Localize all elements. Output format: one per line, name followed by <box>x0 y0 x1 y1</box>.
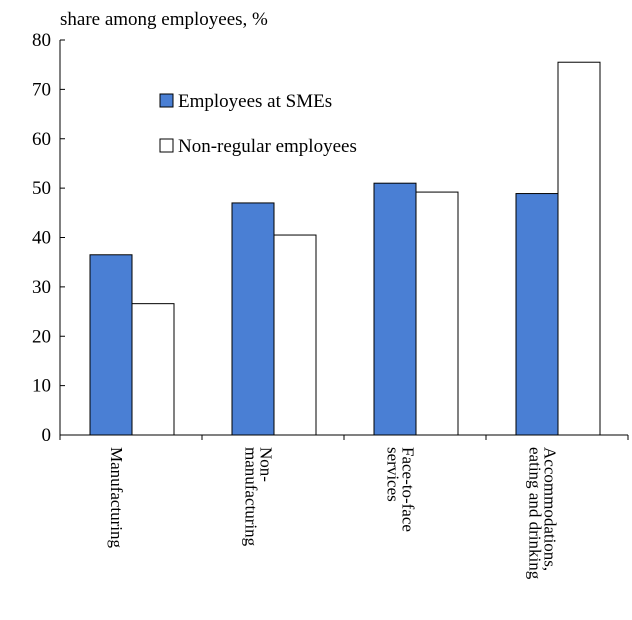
y-tick-label: 10 <box>32 376 51 397</box>
legend-label-0: Employees at SMEs <box>178 91 332 112</box>
bar-non-regular-2 <box>415 191 459 436</box>
bar-non-regular-0 <box>131 303 175 436</box>
y-tick-label: 40 <box>32 228 51 249</box>
bar-non-regular-3 <box>557 61 601 436</box>
legend-swatch-1 <box>159 138 174 153</box>
x-labels-group: Manufacturing Non-manufacturing Face-to-fa… <box>107 447 560 580</box>
y-tick-label: 0 <box>42 425 52 446</box>
x-category-label-1: Non- <box>257 447 276 482</box>
x-category-label-2: Face-to-face <box>399 447 418 532</box>
y-tick-label: 30 <box>32 277 51 298</box>
legend-label-1: Non-regular employees <box>178 136 357 157</box>
x-category-label-0: Manufacturing <box>107 447 126 549</box>
bar-smes-1 <box>231 202 275 436</box>
bar-smes-0 <box>89 254 133 436</box>
y-tick-label: 20 <box>32 326 51 347</box>
legend-swatch-0 <box>159 93 174 108</box>
y-tick-label: 80 <box>32 30 51 51</box>
x-category-label-3: eating and drinking <box>526 447 545 580</box>
bar-smes-3 <box>515 193 559 436</box>
x-category-label-1: manufacturing <box>242 447 261 547</box>
bars-group <box>89 61 601 436</box>
legend: Employees at SMEs Non-regular employees <box>159 91 357 157</box>
y-axis-unit-label: share among employees, % <box>60 9 268 30</box>
bar-non-regular-1 <box>273 234 317 436</box>
y-tick-label: 70 <box>32 79 51 100</box>
y-tick-label: 60 <box>32 129 51 150</box>
bar-smes-2 <box>373 182 417 436</box>
x-category-label-3: Accommodations, <box>541 447 560 571</box>
y-ticks-group: 0 10 20 30 40 50 60 70 80 <box>32 30 65 446</box>
y-tick-label: 50 <box>32 178 51 199</box>
x-category-label-2: services <box>384 447 403 502</box>
